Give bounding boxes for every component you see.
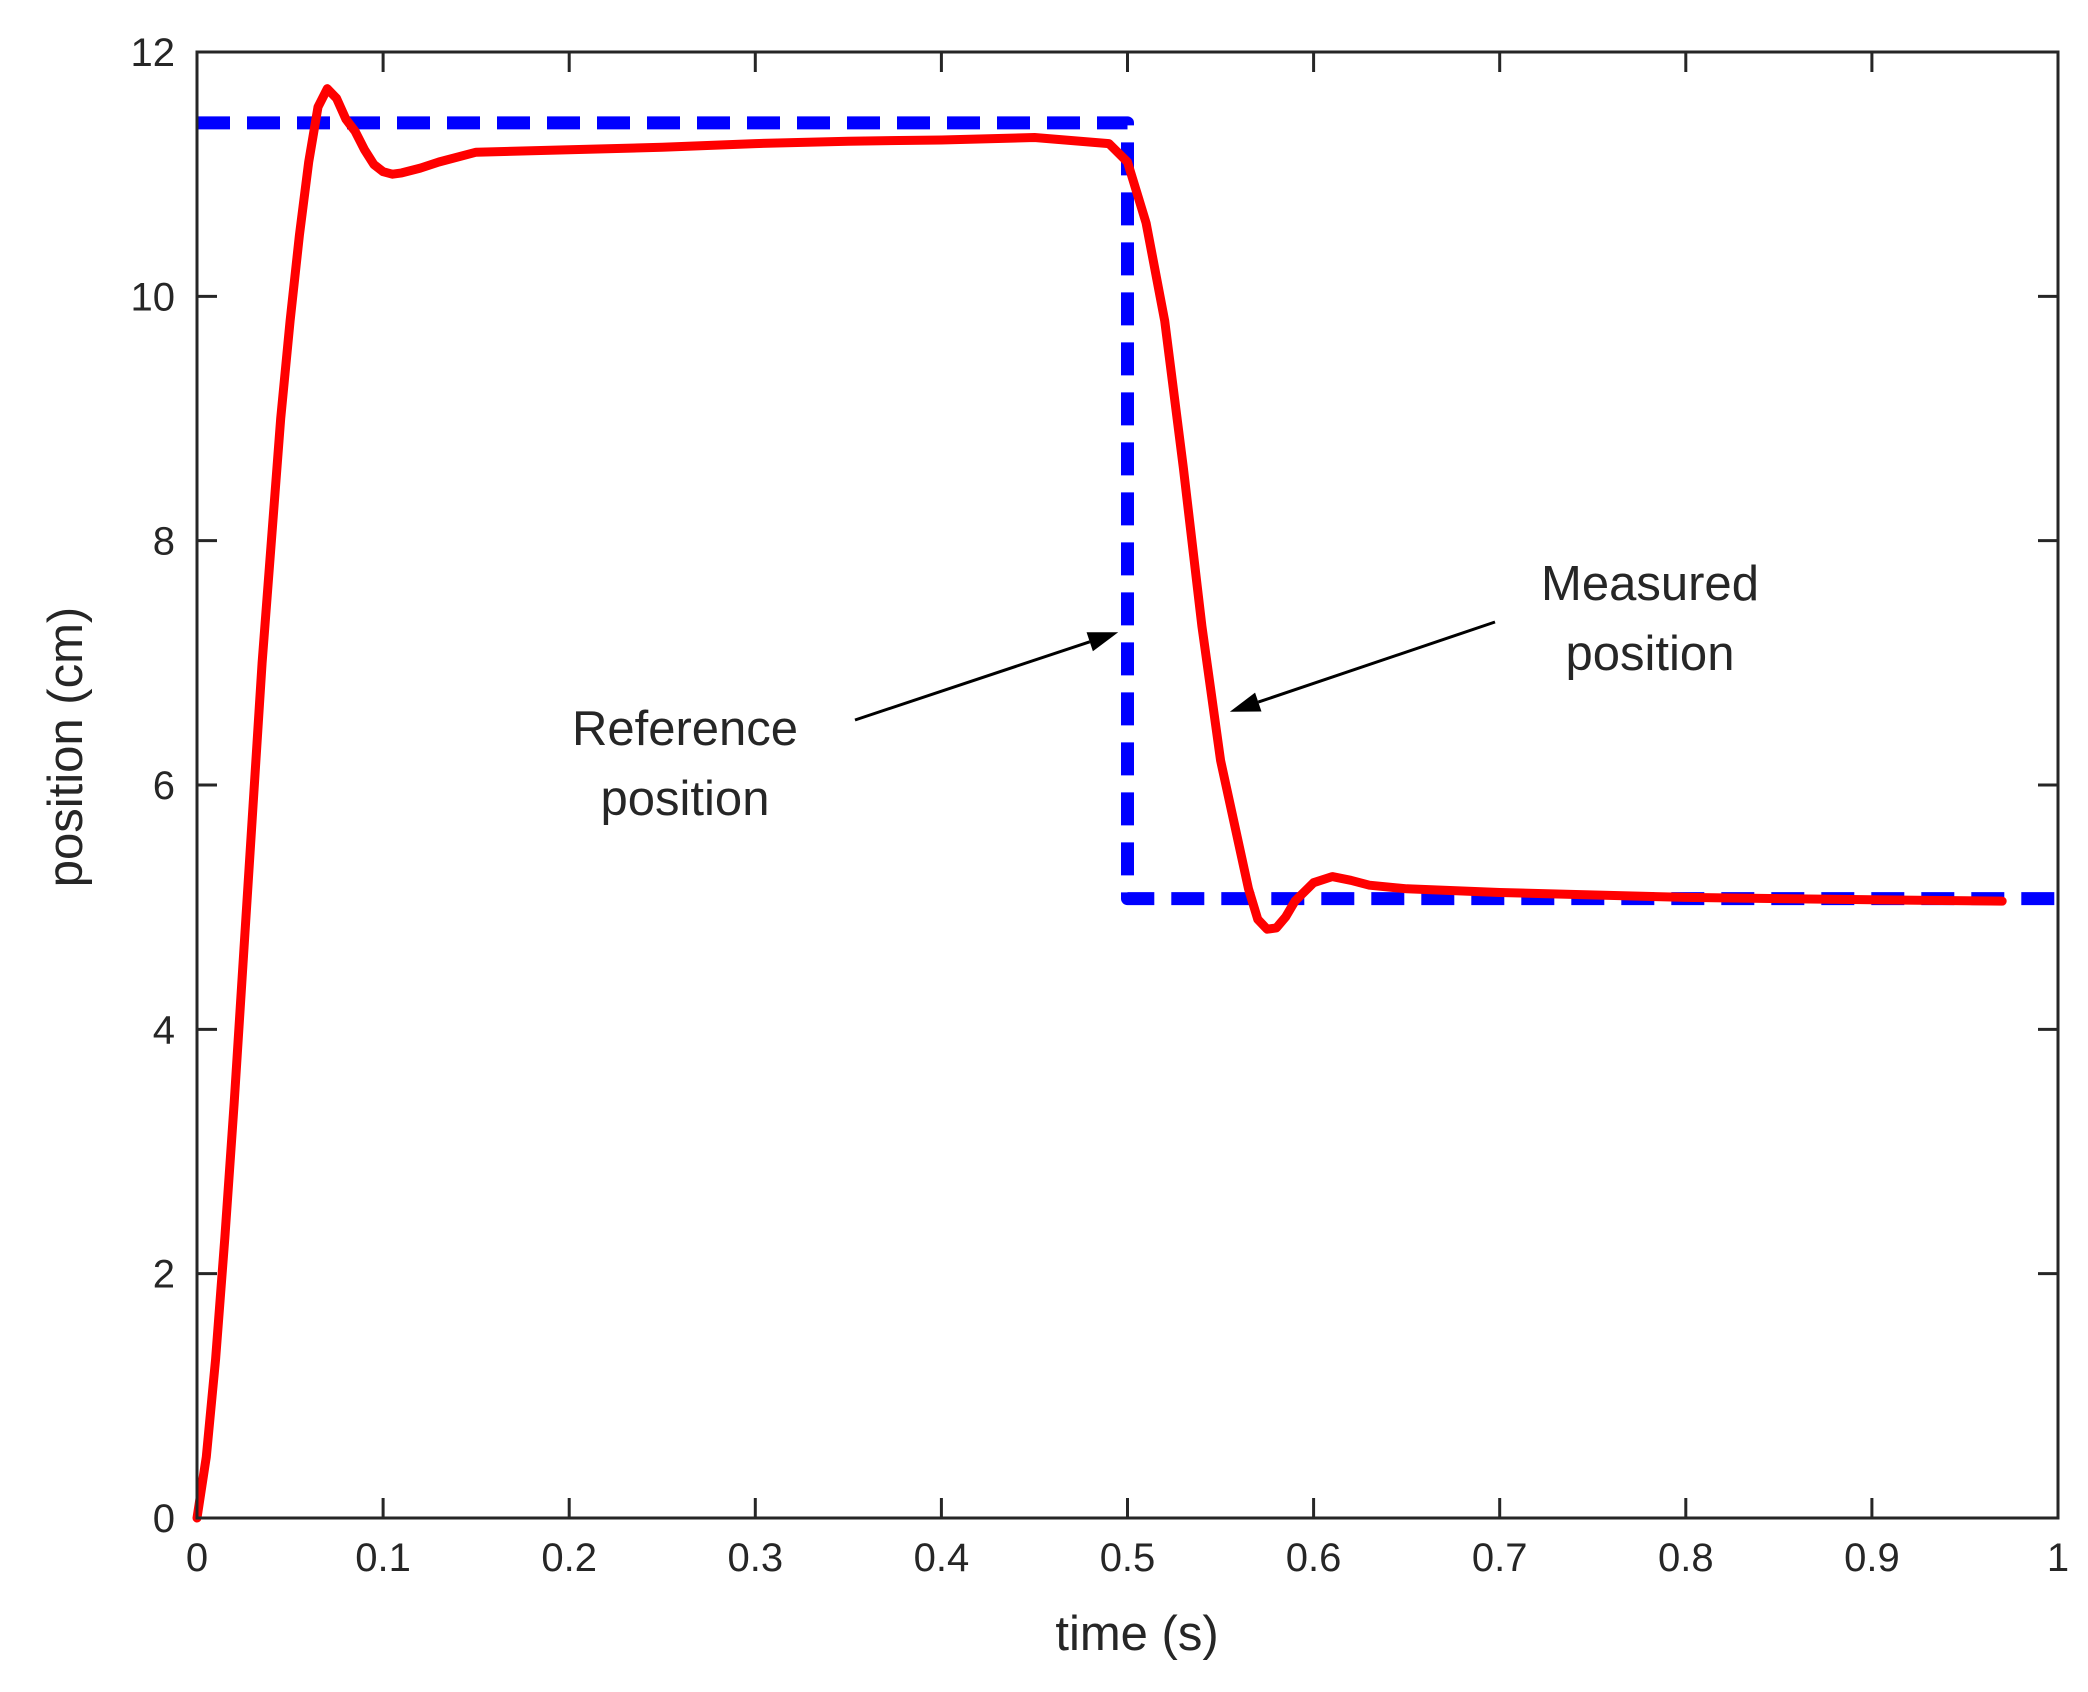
measured-position-line: [192, 84, 2007, 1523]
annotation-text-line1: Measured: [1541, 557, 1759, 611]
x-tick-label: 0: [186, 1536, 208, 1580]
annotation-arrow-head: [1086, 632, 1119, 652]
y-tick-label: 6: [153, 764, 175, 808]
y-tick-label: 12: [131, 31, 176, 75]
x-tick-label: 0.2: [541, 1536, 597, 1580]
x-axis-label: time (s): [1055, 1607, 1218, 1661]
annotation-text-line2: position: [601, 772, 770, 826]
y-tick-label: 8: [153, 520, 175, 564]
x-tick-label: 0.5: [1100, 1536, 1156, 1580]
x-tick-label: 0.4: [914, 1536, 970, 1580]
x-tick-label: 0.8: [1658, 1536, 1714, 1580]
y-tick-label: 10: [131, 275, 176, 319]
annotation-text-line2: position: [1566, 627, 1735, 681]
y-axis-label: position (cm): [39, 607, 93, 887]
x-tick-label: 1: [2047, 1536, 2069, 1580]
x-tick-label: 0.9: [1844, 1536, 1900, 1580]
annotations: Reference position Measured position: [572, 557, 1759, 826]
y-tick-label: 2: [153, 1253, 175, 1297]
annotation-arrow-shaft: [854, 640, 1091, 722]
x-tick-label: 0.3: [727, 1536, 783, 1580]
measured-annotation: Measured position: [1229, 557, 1759, 712]
x-tick-label: 0.1: [355, 1536, 411, 1580]
annotation-arrow-head: [1229, 692, 1262, 712]
annotation-arrow-shaft: [1257, 620, 1496, 704]
y-tick-label: 0: [153, 1497, 175, 1541]
x-tick-label: 0.6: [1286, 1536, 1342, 1580]
annotation-text-line1: Reference: [572, 702, 798, 756]
y-tick-label: 4: [153, 1008, 175, 1052]
plot-lines: [192, 84, 2058, 1523]
reference-annotation: Reference position: [572, 632, 1119, 826]
x-tick-label: 0.7: [1472, 1536, 1528, 1580]
